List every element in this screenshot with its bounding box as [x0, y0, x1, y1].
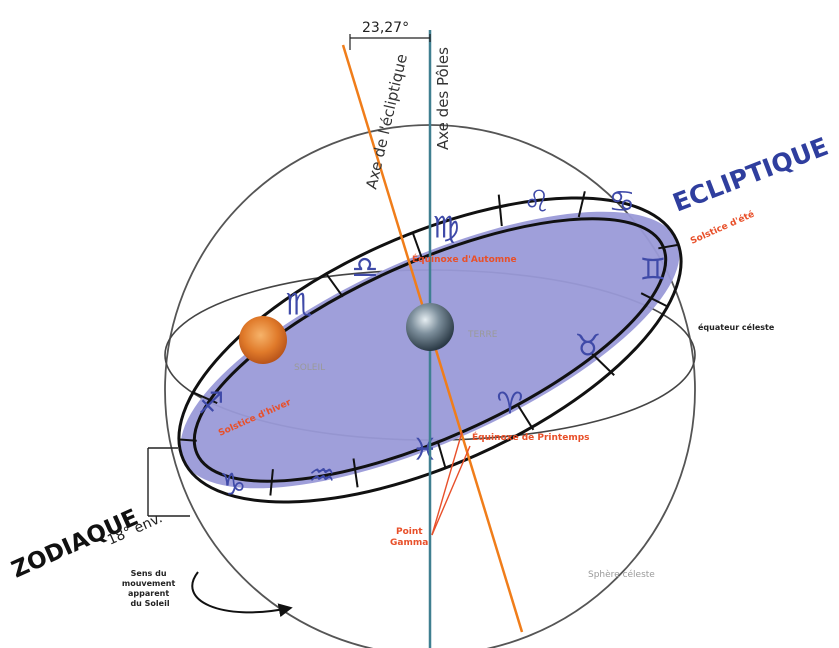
- sphere-celeste-label: Sphère céleste: [588, 569, 655, 580]
- sign-cancer: ♋: [609, 185, 636, 220]
- sign-sagittarius: ♐: [198, 387, 225, 422]
- zodiac-outer-ring: [177, 196, 683, 504]
- pole-axis-label: Axe des Pôles: [434, 47, 452, 150]
- point-gamma-line2: Gamma: [390, 538, 428, 548]
- zodiac-width-bracket: [147, 447, 190, 517]
- sign-libra: ♎: [352, 251, 379, 286]
- sign-virgo: ♍: [433, 211, 460, 246]
- sun-label: SOLEIL: [294, 363, 325, 373]
- ecliptic-axis-label: Axe de l'écliptique: [362, 52, 411, 191]
- solstice-ete-label: Solstice d'été: [689, 209, 756, 247]
- sign-scorpio: ♏: [286, 288, 313, 323]
- sign-aries: ♈: [497, 387, 524, 422]
- sign-taurus: ♉: [575, 329, 602, 364]
- earth: [406, 303, 454, 351]
- equinoxe-automne-label: Équinoxe d'Automne: [412, 253, 517, 265]
- sens-line2: mouvement: [122, 579, 176, 588]
- tilt-angle-indicator: [349, 34, 431, 50]
- sens-line4: du Soleil: [130, 599, 169, 608]
- point-gamma-line1: Point: [396, 527, 423, 537]
- sens-mouvement-label: Sens du mouvement apparent du Soleil: [122, 569, 178, 608]
- zodiaque-title: ZODIAQUE: [8, 505, 142, 584]
- zodiac-signs: ♑ ♒ ♓ ♈ ♉ ♊ ♋ ♌ ♍ ♎ ♏ ♐: [198, 185, 667, 503]
- point-gamma-label: Point Gamma: [390, 527, 428, 548]
- sign-leo: ♌: [524, 185, 551, 220]
- earth-label: TERRE: [467, 330, 498, 340]
- equateur-label: équateur céleste: [698, 322, 775, 332]
- ecliptique-title: ECLIPTIQUE: [669, 132, 832, 218]
- zodiac-inner-ring: [192, 217, 668, 483]
- sign-gemini: ♊: [640, 253, 667, 288]
- sun: [239, 316, 287, 364]
- sign-pisces: ♓: [412, 433, 439, 468]
- motion-arrow: [191, 571, 293, 618]
- sign-aquarius: ♒: [309, 459, 336, 494]
- equinoxe-printemps-label: Équinoxe de Printemps: [472, 431, 590, 443]
- point-gamma-pointer-2: [431, 445, 471, 536]
- sens-line3: apparent: [128, 589, 169, 598]
- sign-capricorn: ♑: [220, 468, 247, 503]
- point-gamma-pointer-1: [431, 431, 463, 536]
- tilt-angle-label: 23,27°: [362, 20, 409, 36]
- sens-line1: Sens du: [131, 569, 167, 578]
